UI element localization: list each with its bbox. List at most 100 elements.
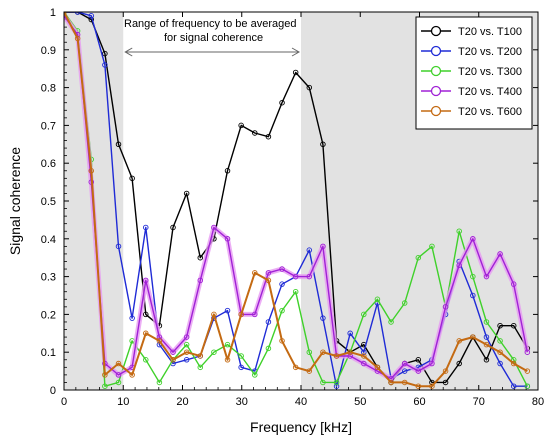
series-point	[252, 372, 258, 378]
y-tick-label: 0.8	[41, 83, 56, 95]
series-point	[415, 357, 422, 363]
series-point	[510, 322, 517, 329]
series-point	[102, 372, 108, 378]
series-point	[374, 364, 381, 371]
series-point	[429, 383, 435, 389]
series-point	[88, 13, 95, 19]
series-point	[401, 300, 408, 306]
series-point	[388, 319, 394, 325]
series-point	[524, 349, 531, 355]
series-point	[429, 360, 435, 367]
series-point	[115, 360, 122, 367]
series-point	[306, 84, 313, 91]
series-line	[64, 12, 528, 384]
series-point	[442, 368, 449, 374]
series-point	[115, 372, 122, 378]
series-point	[238, 353, 244, 359]
series-point	[361, 360, 367, 367]
legend-label: T20 vs. T100	[458, 26, 522, 38]
series-point	[143, 311, 149, 318]
series-point	[170, 224, 176, 231]
y-tick-label: 0.7	[41, 120, 56, 132]
legend-swatch-marker	[430, 45, 442, 57]
range-arrow	[124, 47, 301, 57]
series-3	[64, 13, 531, 382]
series-point	[183, 349, 190, 355]
series-point	[115, 141, 122, 148]
series-point	[252, 270, 258, 276]
y-tick-label: 1	[50, 7, 56, 19]
series-point	[279, 338, 285, 344]
series-point	[524, 368, 531, 374]
series-point	[292, 273, 299, 280]
series-point	[361, 353, 367, 359]
y-tick-label: 0.4	[41, 234, 56, 246]
series-point	[88, 168, 95, 174]
series-point	[456, 360, 462, 367]
legend-label: T20 vs. T600	[458, 106, 522, 118]
series-point	[238, 122, 244, 129]
legend-item-1: T20 vs. T200	[421, 45, 522, 58]
series-point	[306, 349, 313, 355]
series-line	[64, 12, 528, 387]
series-point	[333, 379, 340, 386]
series-point	[497, 349, 503, 355]
series-point	[361, 349, 367, 355]
y-tick-label: 0.9	[41, 45, 56, 57]
legend-swatch-marker	[430, 105, 442, 117]
series-point	[143, 224, 149, 231]
legend-swatch-marker	[430, 25, 442, 37]
series-point	[183, 334, 190, 340]
series-point	[279, 307, 285, 314]
range-arrow-left-head	[124, 47, 133, 57]
series-point	[320, 315, 326, 321]
series-point	[279, 266, 285, 272]
series-point	[224, 307, 231, 314]
series-point	[279, 99, 285, 106]
series-point	[320, 349, 326, 355]
series-point	[224, 168, 231, 174]
series-point	[442, 304, 449, 310]
y-axis-title: Signal coherence	[7, 147, 23, 255]
series-point	[143, 330, 149, 337]
series-point	[429, 243, 435, 250]
series-point	[129, 175, 135, 182]
series-point	[347, 330, 353, 337]
series-point	[252, 130, 258, 136]
series-4	[64, 12, 531, 389]
series-point	[197, 277, 204, 284]
series-point	[156, 379, 163, 386]
series-point	[102, 62, 108, 68]
series-point	[265, 319, 272, 325]
series-point	[483, 273, 490, 280]
x-tick-label: 40	[295, 396, 307, 408]
series-point	[143, 277, 149, 284]
series-point	[156, 338, 163, 344]
series-point	[497, 360, 503, 367]
series-point	[524, 383, 531, 389]
series-point	[401, 379, 408, 386]
series-point	[183, 357, 190, 363]
x-tick-label: 30	[236, 396, 248, 408]
series-point	[442, 379, 449, 386]
series-point	[143, 357, 149, 363]
series-line	[64, 12, 528, 388]
series-point	[197, 353, 204, 359]
series-point	[401, 368, 408, 374]
legend-item-4: T20 vs. T600	[421, 105, 522, 118]
series-point	[292, 69, 299, 76]
series-point	[483, 341, 490, 348]
series-point	[470, 273, 476, 280]
series-point	[129, 315, 135, 321]
annotation-line-1: Range of frequency to be averaged	[124, 18, 296, 30]
x-tick-label: 50	[354, 396, 366, 408]
series-point	[497, 338, 503, 344]
y-tick-label: 0	[50, 385, 56, 397]
series-point	[211, 349, 217, 355]
series-point	[102, 383, 108, 389]
series-point	[183, 190, 190, 197]
series-point	[306, 273, 313, 280]
series-point	[415, 383, 422, 389]
series-point	[197, 254, 204, 261]
series-point	[252, 311, 258, 318]
